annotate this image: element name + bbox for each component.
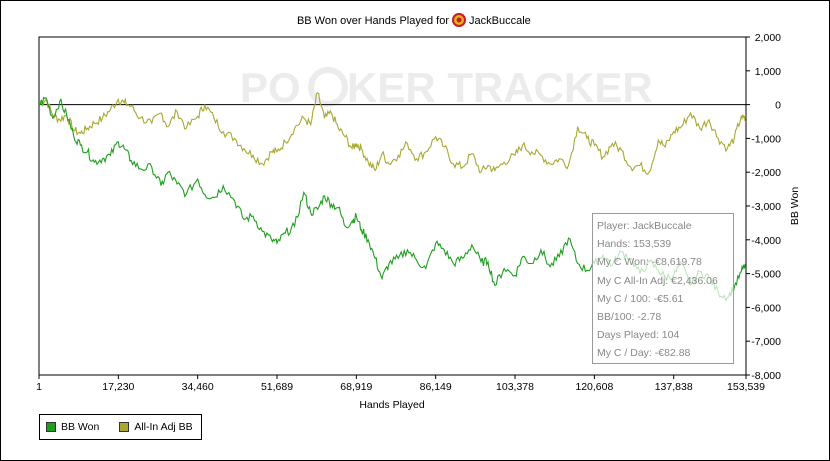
watermark-chip-icon (308, 67, 348, 107)
legend: BB Won All-In Adj BB (39, 414, 202, 440)
poker-chip-icon (452, 13, 466, 27)
y-tick-label: -3,000 (751, 201, 781, 213)
y-tick-label: -8,000 (751, 370, 781, 382)
tooltip-days: Days Played: 104 (597, 329, 680, 342)
y-tick-label: -1,000 (751, 133, 781, 145)
stats-tooltip: Player: JackBuccale Hands: 153,539 My C … (592, 213, 734, 364)
tooltip-per-100: My C / 100: -€5.61 (597, 292, 684, 305)
legend-label: BB Won (61, 421, 100, 433)
x-tick-label: 86,149 (420, 381, 452, 393)
legend-swatch (119, 422, 130, 432)
watermark-text-left: PO (240, 64, 301, 111)
x-tick-label: 137,838 (655, 381, 693, 393)
x-tick-label: 34,460 (182, 381, 214, 393)
x-axis: 1 17,230 34,460 51,689 68,919 86,149 103,378 12… (36, 375, 765, 393)
y-tick-label: -7,000 (751, 336, 781, 348)
x-tick-label: 51,689 (261, 381, 293, 393)
x-axis-label: Hands Played (359, 399, 425, 411)
tooltip-allin-adj: My C All-In Adj: €2,436.06 (597, 274, 718, 287)
tooltip-won: My C Won: -€8,619.78 (597, 256, 702, 269)
chart-title-player: JackBuccale (469, 15, 531, 27)
y-axis-label: BB Won (789, 187, 801, 225)
x-tick-label: 120,608 (575, 381, 613, 393)
legend-label: All-In Adj BB (134, 421, 193, 433)
y-tick-label: -2,000 (751, 167, 781, 179)
x-tick-label: 17,230 (102, 381, 134, 393)
tooltip-hands: Hands: 153,539 (597, 238, 672, 251)
y-tick-label: -4,000 (751, 235, 781, 247)
chart-title: BB Won over Hands Played for (297, 15, 449, 27)
y-tick-label: 0 (775, 100, 781, 112)
y-axis: 2,000 1,000 0 -1,000 -2,000 -3,000 -4,000 -5,00… (746, 32, 781, 382)
legend-item-bb-won[interactable]: BB Won (46, 421, 99, 433)
legend-item-all-in-adj-bb[interactable]: All-In Adj BB (119, 421, 193, 433)
x-tick-label: 1 (36, 381, 42, 393)
y-tick-label: -5,000 (751, 269, 781, 281)
x-tick-label: 103,378 (496, 381, 534, 393)
y-tick-label: -6,000 (751, 302, 781, 314)
tooltip-bb-100: BB/100: -2.78 (597, 311, 662, 324)
watermark-text-right: KER TRACKER (347, 64, 653, 111)
x-tick-label: 153,539 (727, 381, 765, 393)
legend-swatch (46, 422, 56, 432)
watermark: PO KER TRACKER (240, 64, 653, 111)
y-tick-label: 2,000 (755, 32, 781, 44)
tooltip-per-day: My C / Day: -€82.88 (597, 347, 691, 360)
series-line-all-in-adj-bb (38, 92, 747, 175)
tooltip-player: Player: JackBuccale (597, 220, 692, 232)
y-tick-label: 1,000 (755, 66, 781, 78)
x-tick-label: 68,919 (340, 381, 372, 393)
